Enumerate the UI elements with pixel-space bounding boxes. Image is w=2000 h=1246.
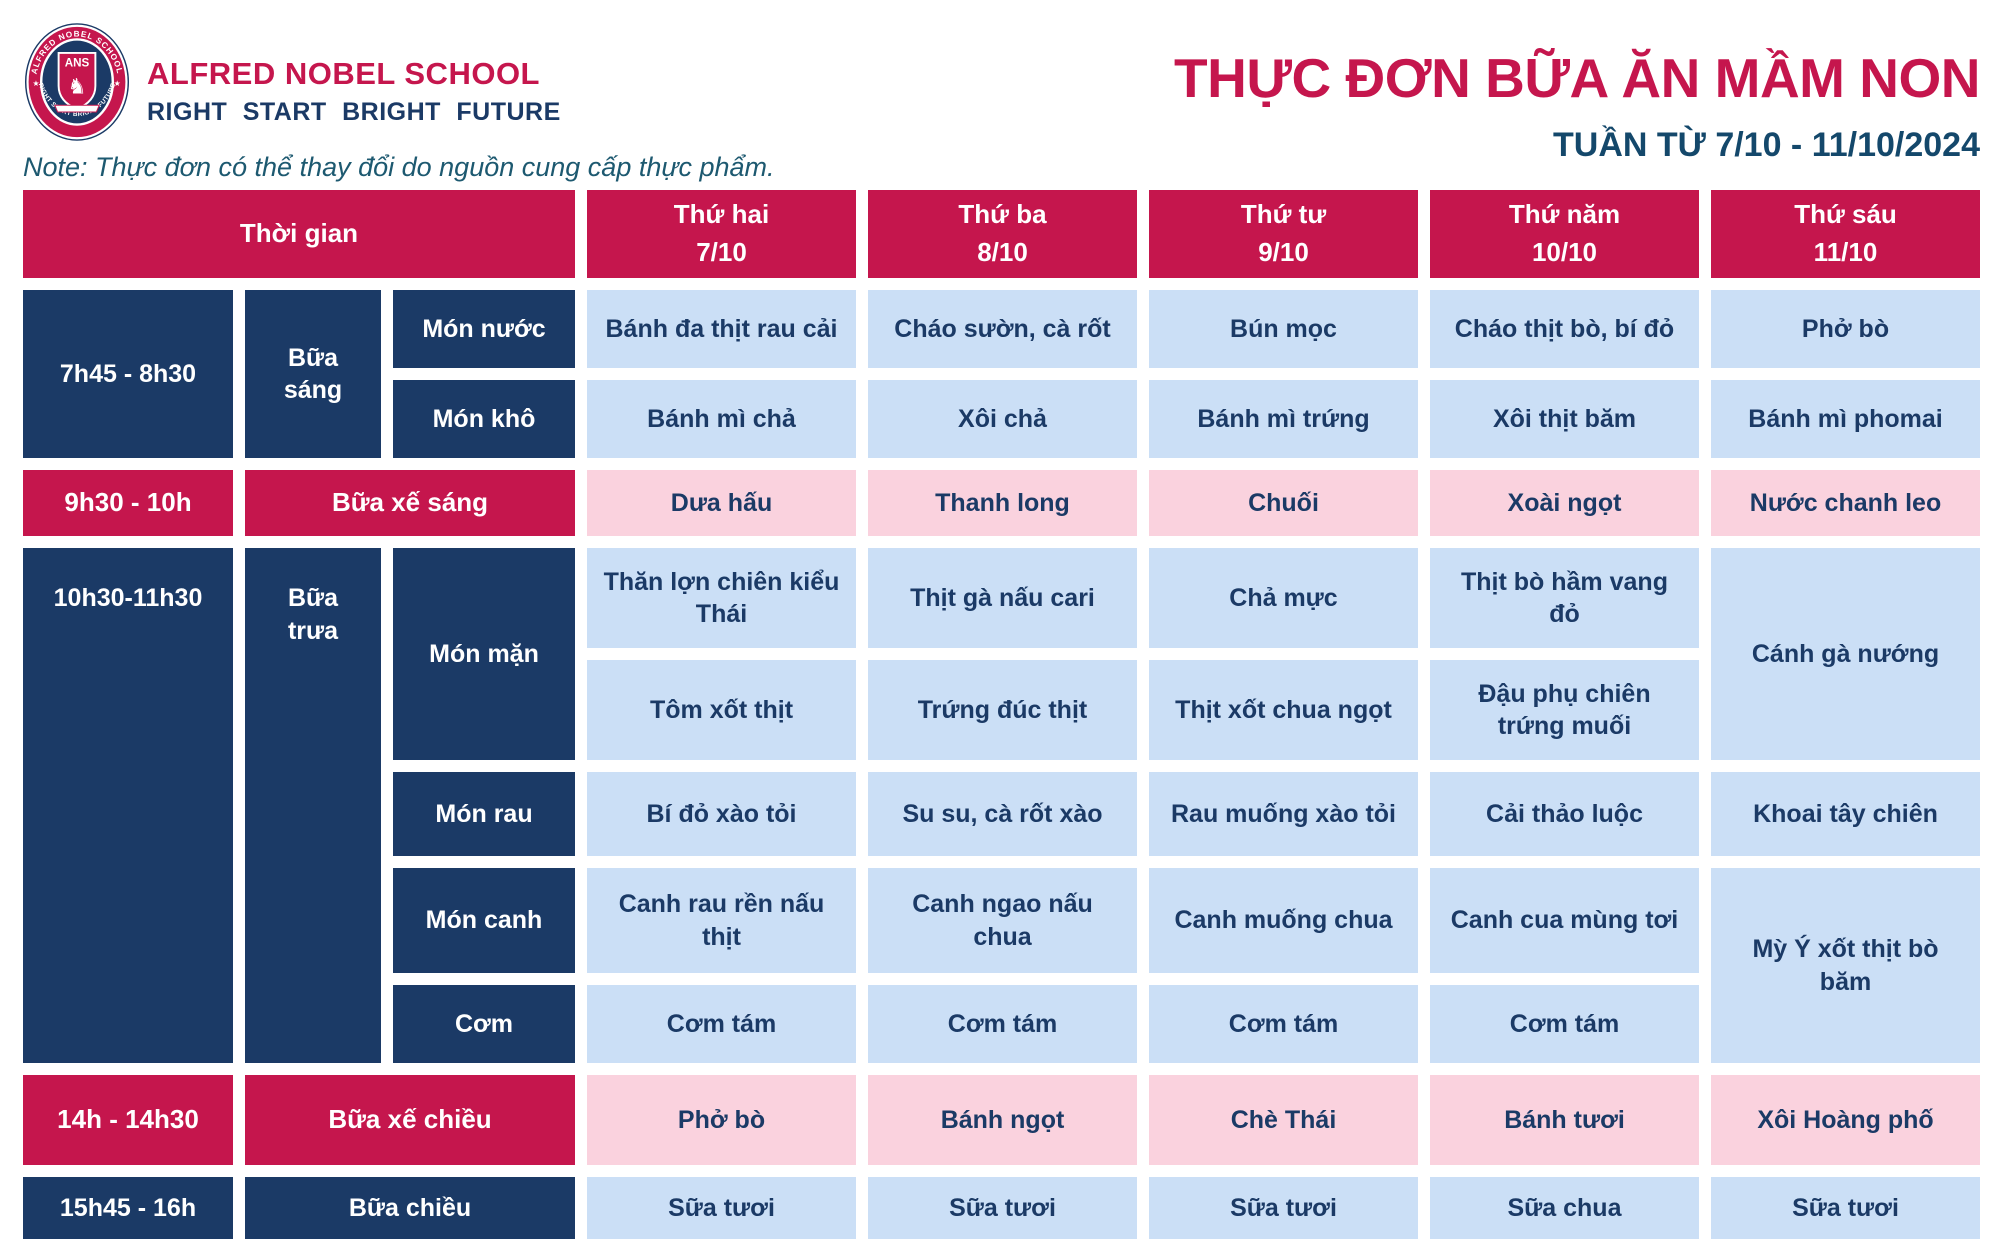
column-header-wednesday: Thứ tư 9/10 [1149, 190, 1418, 278]
menu-cell: Cải thảo luộc [1430, 772, 1699, 856]
menu-cell: Bánh đa thịt rau cải [587, 290, 856, 368]
column-header-time: Thời gian [23, 190, 575, 278]
menu-cell: Thanh long [868, 470, 1137, 536]
row-label-mon-nuoc: Món nước [393, 290, 575, 368]
school-tagline: RIGHT START BRIGHT FUTURE [147, 97, 561, 126]
row-label-mon-man: Món mặn [393, 548, 575, 760]
brand-block: ALFRED NOBEL SCHOOL RIGHT START BRIGHT F… [23, 22, 775, 183]
menu-cell: Xôi Hoàng phố [1711, 1075, 1980, 1165]
time-evening-meal: 15h45 - 16h [23, 1177, 233, 1239]
menu-cell: Bí đỏ xào tỏi [587, 772, 856, 856]
time-lunch: 10h30-11h30 [23, 548, 233, 1063]
page-title: THỰC ĐƠN BỮA ĂN MẦM NON [1174, 47, 1980, 109]
menu-cell: Trứng đúc thịt [868, 660, 1137, 760]
menu-cell: Phở bò [587, 1075, 856, 1165]
meal-morning-snack: Bữa xế sáng [245, 470, 575, 536]
time-breakfast: 7h45 - 8h30 [23, 290, 233, 458]
column-header-friday: Thứ sáu 11/10 [1711, 190, 1980, 278]
menu-cell: Thịt bò hầm vang đỏ [1430, 548, 1699, 648]
menu-cell: Bánh tươi [1430, 1075, 1699, 1165]
menu-cell: Sữa chua [1430, 1177, 1699, 1239]
menu-cell: Thịt xốt chua ngọt [1149, 660, 1418, 760]
menu-cell: Sữa tươi [868, 1177, 1137, 1239]
menu-cell-friday-span: Mỳ Ý xốt thịt bò băm [1711, 868, 1980, 1063]
menu-cell: Rau muống xào tỏi [1149, 772, 1418, 856]
menu-cell: Su su, cà rốt xào [868, 772, 1137, 856]
menu-cell: Canh rau rền nấu thịt [587, 868, 856, 973]
menu-cell: Cơm tám [868, 985, 1137, 1063]
school-logo-icon: ALFRED NOBEL SCHOOL RIGHT START BRIGHT F… [24, 23, 130, 141]
menu-cell: Bánh mì trứng [1149, 380, 1418, 458]
menu-cell-friday-span: Cánh gà nướng [1711, 548, 1980, 760]
meal-evening: Bữa chiều [245, 1177, 575, 1239]
row-label-mon-canh: Món canh [393, 868, 575, 973]
menu-cell: Canh cua mùng tơi [1430, 868, 1699, 973]
menu-cell: Cháo sườn, cà rốt [868, 290, 1137, 368]
menu-cell: Đậu phụ chiên trứng muối [1430, 660, 1699, 760]
menu-cell: Bánh mì chả [587, 380, 856, 458]
menu-cell: Bánh mì phomai [1711, 380, 1980, 458]
menu-cell: Khoai tây chiên [1711, 772, 1980, 856]
svg-text:★: ★ [114, 79, 121, 88]
title-block: THỰC ĐƠN BỮA ĂN MẦM NON TUẦN TỪ 7/10 - 1… [1174, 22, 1980, 165]
menu-cell: Cơm tám [587, 985, 856, 1063]
school-name: ALFRED NOBEL SCHOOL [147, 55, 540, 91]
menu-cell: Chuối [1149, 470, 1418, 536]
column-header-tuesday: Thứ ba 8/10 [868, 190, 1137, 278]
menu-cell: Cơm tám [1149, 985, 1418, 1063]
logo-monogram: ANS [65, 57, 90, 70]
meal-breakfast: Bữa sáng [245, 290, 381, 458]
menu-cell: Thăn lợn chiên kiểu Thái [587, 548, 856, 648]
svg-text:★: ★ [32, 79, 39, 88]
menu-cell: Sữa tươi [1711, 1177, 1980, 1239]
menu-cell: Xôi chả [868, 380, 1137, 458]
menu-note: Note: Thực đơn có thể thay đổi do nguồn … [23, 152, 775, 182]
menu-cell: Bún mọc [1149, 290, 1418, 368]
menu-cell: Phở bò [1711, 290, 1980, 368]
menu-cell: Xôi thịt băm [1430, 380, 1699, 458]
menu-cell: Canh muống chua [1149, 868, 1418, 973]
week-range: TUẦN TỪ 7/10 - 11/10/2024 [1553, 126, 1980, 164]
column-header-thursday: Thứ năm 10/10 [1430, 190, 1699, 278]
menu-cell: Canh ngao nấu chua [868, 868, 1137, 973]
menu-cell: Chả mực [1149, 548, 1418, 648]
column-header-monday: Thứ hai 7/10 [587, 190, 856, 278]
time-afternoon-snack: 14h - 14h30 [23, 1075, 233, 1165]
menu-cell: Dưa hấu [587, 470, 856, 536]
horse-icon: ♞ [67, 75, 86, 99]
menu-cell: Tôm xốt thịt [587, 660, 856, 760]
menu-cell: Sữa tươi [587, 1177, 856, 1239]
row-label-mon-rau: Món rau [393, 772, 575, 856]
time-morning-snack: 9h30 - 10h [23, 470, 233, 536]
row-label-com: Cơm [393, 985, 575, 1063]
menu-table: Thời gian Thứ hai 7/10 Thứ ba 8/10 Thứ tư 9… [23, 190, 1980, 1239]
menu-cell: Thịt gà nấu cari [868, 548, 1137, 648]
menu-cell: Xoài ngọt [1430, 470, 1699, 536]
menu-cell: Nước chanh leo [1711, 470, 1980, 536]
menu-cell: Chè Thái [1149, 1075, 1418, 1165]
menu-cell: Cháo thịt bò, bí đỏ [1430, 290, 1699, 368]
page-header: ALFRED NOBEL SCHOOL RIGHT START BRIGHT F… [23, 22, 1980, 188]
menu-cell: Sữa tươi [1149, 1177, 1418, 1239]
meal-lunch: Bữa trưa [245, 548, 381, 1063]
menu-cell: Bánh ngọt [868, 1075, 1137, 1165]
row-label-mon-kho: Món khô [393, 380, 575, 458]
menu-cell: Cơm tám [1430, 985, 1699, 1063]
meal-afternoon-snack: Bữa xế chiều [245, 1075, 575, 1165]
